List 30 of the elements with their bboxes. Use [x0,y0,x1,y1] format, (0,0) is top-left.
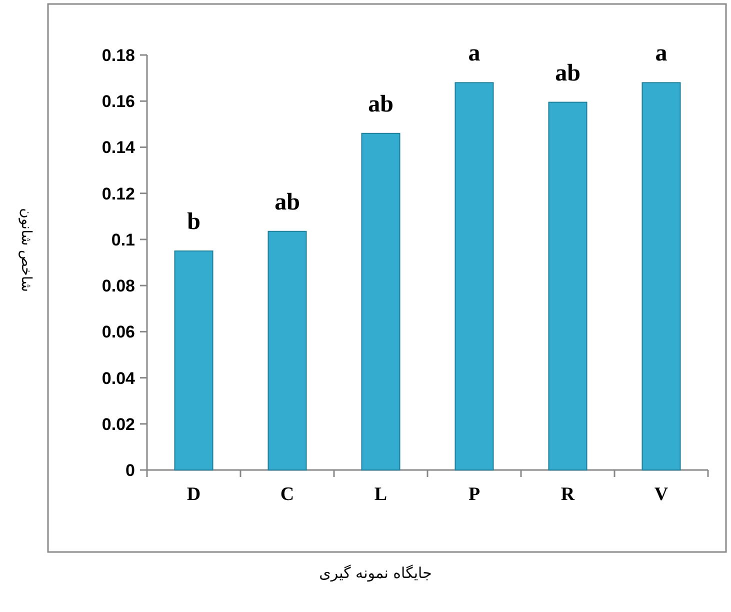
y-tick-label: 0.06 [102,322,135,342]
x-tick-label: L [374,484,388,505]
annotation: ab [368,91,394,118]
bar [454,82,494,470]
y-tick-label: 0.08 [102,276,135,296]
y-tick-label: 0.04 [102,368,136,388]
annotation: ab [274,189,300,216]
x-tick-label: R [560,484,575,505]
annotation: a [468,40,480,67]
bar [361,132,400,470]
y-tick-label: 0 [126,461,135,480]
annotation: ab [555,60,580,86]
bar [548,102,588,470]
annotation: a [655,40,668,67]
y-tick-label: 0.12 [102,184,135,204]
y-tick-label: 0.14 [102,138,136,158]
x-tick-label: P [468,484,480,505]
bar [642,82,681,470]
annotation: b [187,208,200,235]
x-tick-label: V [654,484,668,505]
y-tick-label: 0.18 [102,46,135,65]
y-axis-title: شاخص شانون [18,208,34,292]
x-tick-label: D [186,484,201,505]
y-tick-label: 0.1 [111,230,135,250]
y-tick-label: 0.02 [102,414,135,434]
x-axis-title: جایگاه نمونه گیری [319,564,432,582]
x-tick-label: C [280,484,294,505]
bar [268,230,307,470]
y-tick-label: 0.16 [102,92,135,112]
bar [174,250,214,470]
